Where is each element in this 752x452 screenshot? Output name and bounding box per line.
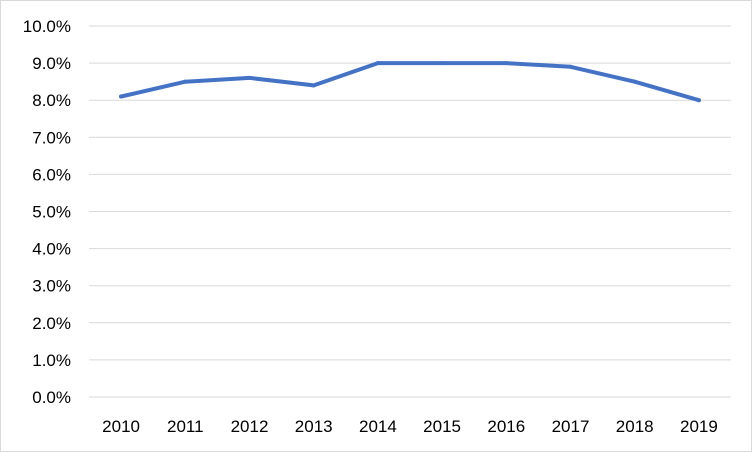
y-tick-label: 6.0% [32, 165, 71, 184]
x-tick-label: 2011 [167, 417, 204, 436]
series-line [119, 61, 701, 103]
data-point [247, 75, 252, 80]
data-point [311, 83, 316, 88]
x-tick-label: 2014 [359, 417, 397, 436]
y-tick-label: 3.0% [32, 277, 71, 296]
data-point [696, 98, 701, 103]
y-tick-label: 8.0% [32, 91, 71, 110]
y-tick-label: 4.0% [32, 240, 71, 259]
y-tick-label: 5.0% [32, 203, 71, 222]
data-point [568, 64, 573, 69]
x-axis: 2010 2011 2012 2013 2014 2015 2016 2017 2018 2019 [102, 417, 718, 436]
y-tick-label: 2.0% [32, 314, 71, 333]
data-point [632, 79, 637, 84]
y-tick-label: 9.0% [32, 54, 71, 73]
y-tick-label: 10.0% [23, 17, 71, 36]
data-point [440, 61, 445, 66]
x-tick-label: 2018 [616, 417, 654, 436]
x-tick-label: 2012 [231, 417, 269, 436]
data-point [183, 79, 188, 84]
y-tick-label: 0.0% [32, 388, 71, 407]
y-tick-label: 7.0% [32, 128, 71, 147]
x-tick-label: 2017 [552, 417, 590, 436]
data-point [119, 94, 124, 99]
data-point [375, 61, 380, 66]
x-tick-label: 2015 [423, 417, 461, 436]
x-tick-label: 2019 [680, 417, 718, 436]
x-tick-label: 2016 [487, 417, 525, 436]
data-point [504, 61, 509, 66]
y-tick-label: 1.0% [32, 351, 71, 370]
x-tick-label: 2013 [295, 417, 333, 436]
y-axis: 0.0% 1.0% 2.0% 3.0% 4.0% 5.0% 6.0% 7.0% 8.0% 9.0%… [23, 17, 71, 407]
series-group [119, 61, 701, 103]
gridlines [89, 25, 731, 398]
x-tick-label: 2010 [102, 417, 140, 436]
